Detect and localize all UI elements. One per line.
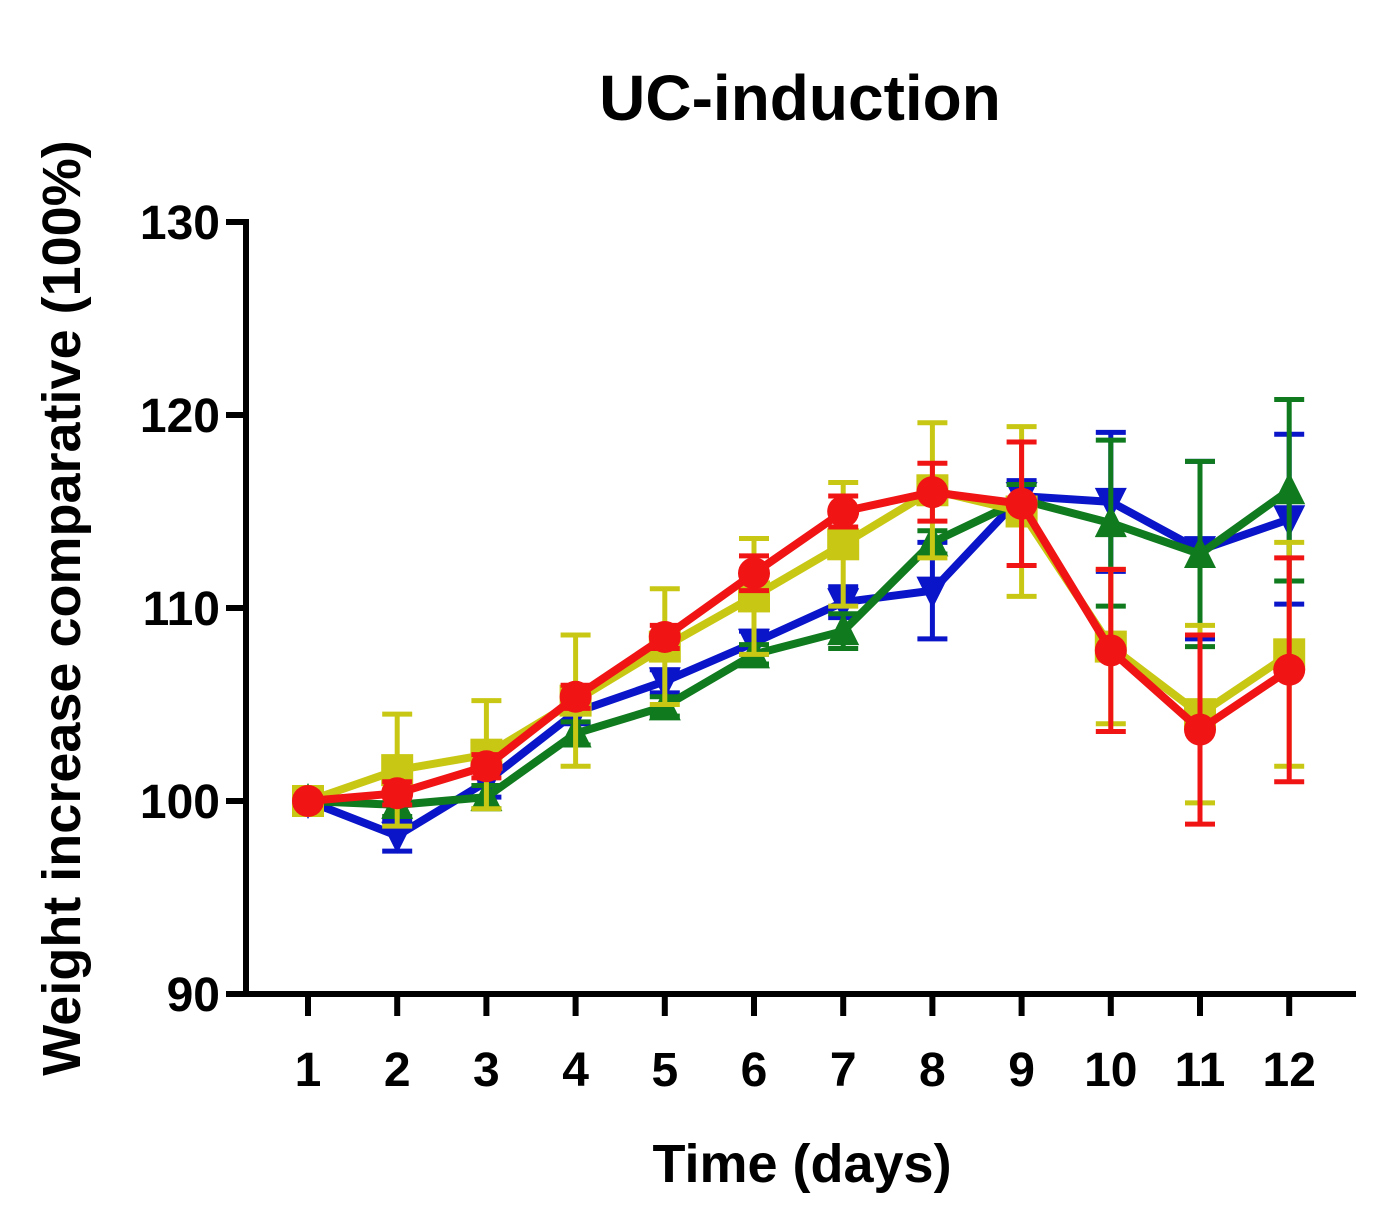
x-tick-label: 7	[830, 1044, 857, 1097]
x-tick-label: 1	[295, 1044, 322, 1097]
data-point	[916, 476, 949, 509]
y-tick-label: 130	[140, 197, 220, 250]
data-point	[1005, 487, 1038, 520]
x-axis-label: Time (days)	[652, 1134, 951, 1194]
data-point	[470, 750, 503, 783]
x-tick-label: 11	[1175, 1044, 1226, 1097]
y-tick-label: 90	[167, 969, 220, 1022]
data-point	[559, 680, 592, 713]
series-2	[292, 397, 1306, 819]
data-point	[1184, 535, 1216, 568]
x-tick-label: 6	[741, 1044, 768, 1097]
y-axis-label: Weight increase comparative (100%)	[32, 140, 92, 1075]
data-point	[292, 785, 324, 817]
series-line	[307, 487, 1292, 809]
series-layer	[292, 397, 1306, 854]
chart-title: UC-induction	[599, 62, 1001, 134]
data-point	[1094, 634, 1127, 667]
series-line	[306, 492, 1291, 840]
x-tick-label: 5	[651, 1044, 678, 1097]
data-point	[1273, 472, 1306, 505]
y-tick-label: 120	[140, 390, 220, 443]
data-point	[648, 620, 681, 653]
data-point	[1094, 505, 1127, 538]
y-tick-label: 100	[140, 776, 220, 829]
data-point	[827, 528, 860, 561]
series-4	[292, 439, 1306, 827]
data-point	[738, 557, 770, 590]
x-tick-label: 2	[384, 1044, 411, 1097]
data-point	[827, 495, 860, 528]
x-tick-label: 9	[1008, 1044, 1035, 1097]
x-tick-label: 8	[919, 1044, 946, 1097]
data-point	[827, 613, 860, 646]
data-point	[381, 821, 414, 854]
x-tick-label: 10	[1084, 1044, 1137, 1097]
y-tick-label: 110	[143, 583, 220, 636]
data-point	[1273, 653, 1306, 686]
data-point	[916, 576, 949, 609]
x-tick-label: 12	[1263, 1044, 1316, 1097]
data-point	[381, 777, 414, 810]
x-tick-label: 4	[562, 1044, 589, 1097]
x-tick-label: 3	[473, 1044, 500, 1097]
data-point	[1184, 713, 1216, 746]
